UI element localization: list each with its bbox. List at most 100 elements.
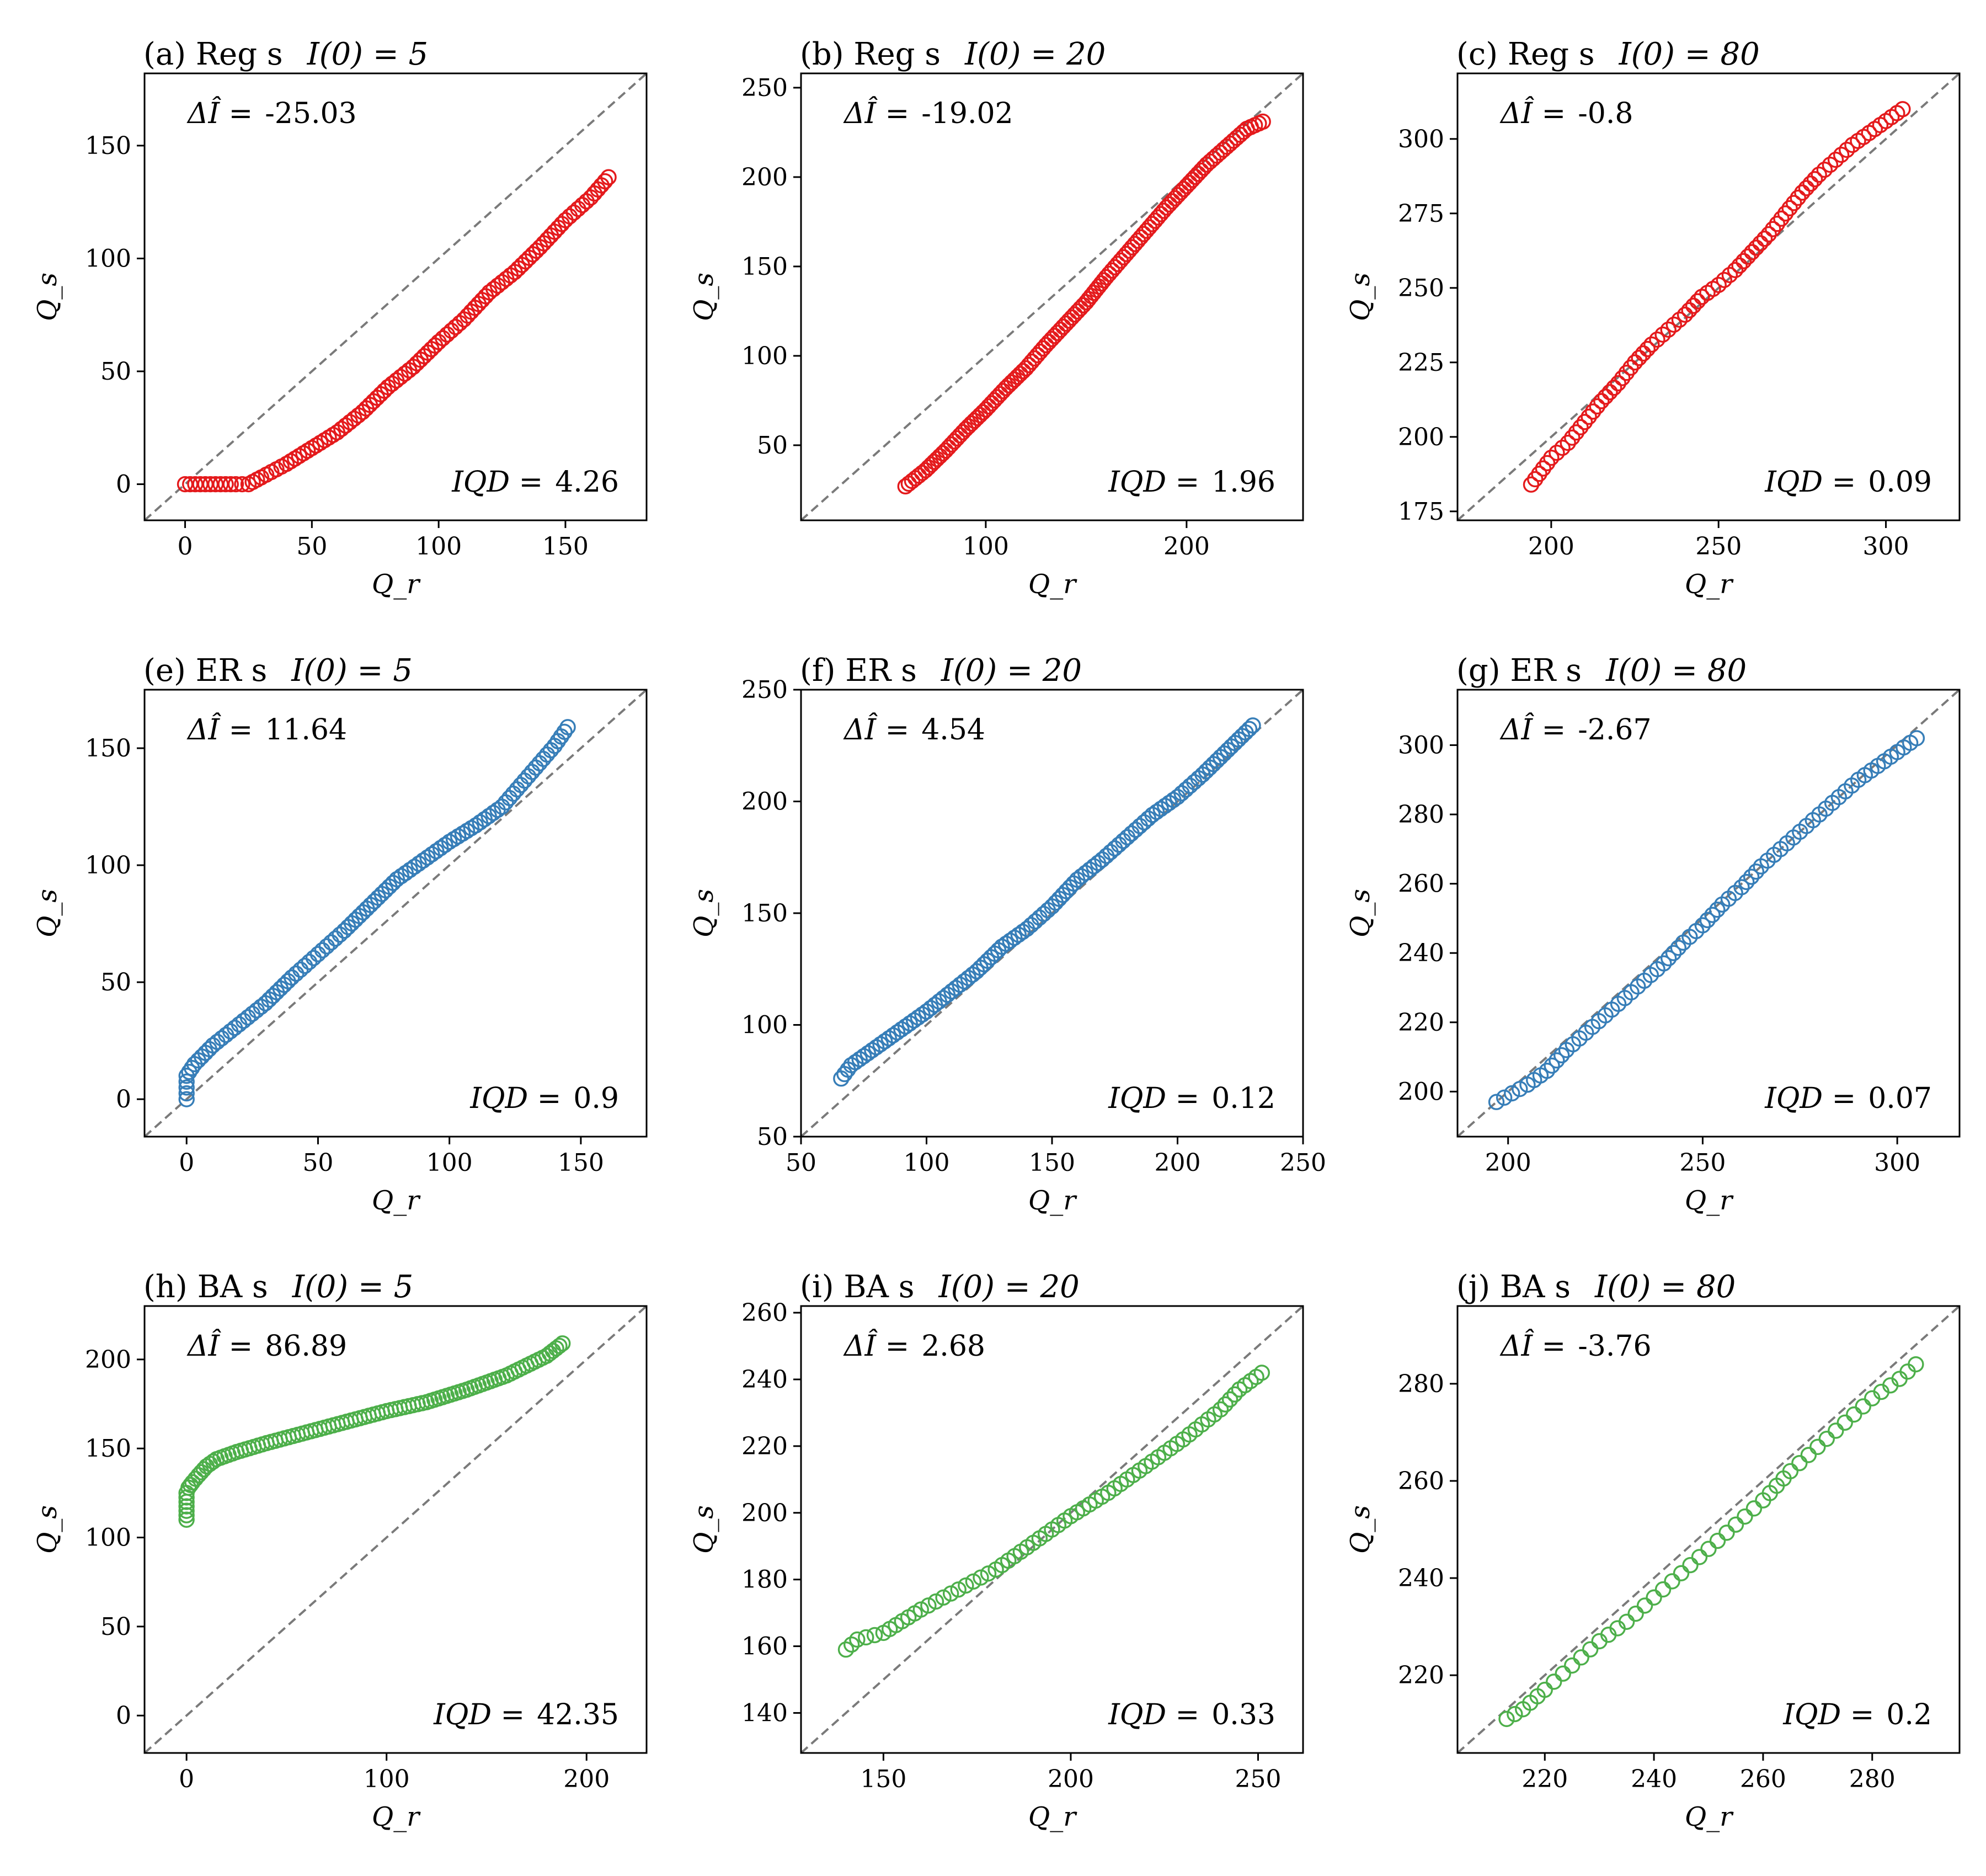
data-point [1738, 873, 1755, 891]
data-point [178, 1073, 195, 1090]
data-point [1127, 822, 1144, 838]
data-point [950, 1581, 967, 1598]
data-point [286, 450, 303, 467]
delta-label: ΔÎ = [186, 1329, 253, 1363]
panel-title: (f) ER s I(0) = 20 [800, 653, 1082, 689]
data-point [1654, 326, 1671, 343]
delta-label: ΔÎ = [1499, 712, 1566, 747]
data-point [897, 1018, 914, 1035]
data-point [995, 383, 1011, 399]
data-point [1673, 1565, 1690, 1581]
data-point [847, 1054, 864, 1070]
axes-frame [800, 72, 1304, 521]
data-point [1681, 302, 1697, 318]
iqd-annotation: IQD = 0.09 [1764, 466, 1932, 499]
y-tick-label: 200 [1398, 423, 1444, 451]
data-point [316, 432, 333, 449]
data-point [1636, 1597, 1653, 1614]
data-point [1605, 380, 1622, 396]
data-point [1716, 271, 1733, 289]
data-point [282, 453, 299, 470]
data-points [178, 1335, 571, 1528]
y-tick-label: 240 [1398, 1564, 1444, 1592]
y-tick-label: 160 [741, 1633, 788, 1661]
panel-title: (h) BA s I(0) = 5 [143, 1269, 413, 1305]
data-point [1157, 797, 1173, 814]
x-tick-label: 200 [1485, 1149, 1531, 1177]
panel-title-text: (i) BA s [800, 1269, 915, 1305]
y-tick-label: 180 [741, 1566, 788, 1594]
y-axis-label: Q_s [688, 273, 719, 321]
data-point [1765, 221, 1781, 237]
data-point [437, 836, 453, 854]
y-tick-label: 250 [741, 676, 788, 704]
y-tick-label: 280 [1398, 1370, 1444, 1398]
panel-j: 220 240 260 280 220 240 260 280 Q_r Q_s (j) BA s I(… [1345, 1269, 1961, 1832]
data-point [843, 1636, 860, 1653]
y-axis-label: Q_s [32, 273, 63, 321]
data-point [554, 1335, 571, 1352]
y-tick-label: 150 [741, 253, 788, 281]
iqd-label: IQD = [1108, 1082, 1199, 1115]
data-point [1031, 909, 1048, 926]
y-tick-label: 200 [1398, 1078, 1444, 1106]
data-point [1572, 419, 1589, 435]
data-point [876, 1033, 893, 1049]
data-point [439, 326, 456, 343]
iqd-value: 0.07 [1868, 1082, 1932, 1115]
diagonal-reference-line [145, 1306, 647, 1753]
data-point [952, 427, 968, 444]
data-point [1828, 1422, 1844, 1439]
data-point [1507, 1706, 1523, 1723]
data-point [1798, 180, 1815, 196]
delta-value: -25.03 [265, 97, 356, 130]
data-point [1839, 141, 1855, 158]
data-point [1593, 393, 1610, 409]
y-tick-label: 150 [85, 1435, 131, 1463]
y-axis-label: Q_s [1345, 1505, 1376, 1554]
data-point [1560, 434, 1576, 451]
data-point [885, 1027, 901, 1044]
data-points [1523, 101, 1911, 493]
data-point [1027, 913, 1044, 930]
iqd-label: IQD = [1764, 466, 1856, 499]
diagonal-reference-line [1458, 1306, 1960, 1753]
data-point [1167, 190, 1183, 207]
data-point [1052, 322, 1069, 338]
data-point [1543, 449, 1560, 466]
data-point [305, 950, 322, 966]
delta-label: ΔÎ = [1499, 1329, 1566, 1363]
y-tick-label: 0 [116, 471, 131, 499]
x-tick-label: 280 [1849, 1765, 1896, 1793]
data-point [856, 1048, 872, 1064]
data-point [178, 1511, 195, 1528]
y-tick-label: 50 [100, 1613, 131, 1641]
data-point [178, 1091, 195, 1107]
data-point [1009, 369, 1026, 385]
y-tick-label: 220 [1398, 1009, 1444, 1037]
data-point [178, 1079, 195, 1096]
data-point [1512, 1080, 1528, 1097]
data-point [1627, 1605, 1644, 1622]
panel-e: 0 50 100 150 0 50 100 150 Q_r Q_s (e) ER s I(0) = 5… [32, 653, 648, 1216]
data-point [989, 389, 1006, 406]
data-point [1614, 370, 1631, 386]
data-point [234, 476, 250, 493]
delta-annotation: ΔÎ = -3.76 [1499, 1329, 1652, 1363]
x-tick-label: 200 [1155, 1149, 1201, 1177]
data-point [928, 451, 946, 467]
data-point [1699, 912, 1716, 929]
iqd-annotation: IQD = 42.35 [433, 1698, 619, 1731]
y-tick-label: 200 [741, 788, 788, 816]
iqd-annotation: IQD = 4.26 [451, 466, 619, 499]
panel-c: 200 250 300 175 200 225 250 275 300 Q_r Q_s (c) Reg… [1345, 36, 1961, 600]
data-point [443, 322, 460, 339]
data-point [509, 781, 525, 798]
data-point [596, 173, 613, 190]
data-point [1773, 210, 1790, 227]
iqd-value: 1.96 [1211, 466, 1275, 499]
data-points [177, 169, 617, 493]
data-points [837, 1365, 1270, 1658]
data-point [1066, 306, 1083, 323]
delta-annotation: ΔÎ = 11.64 [186, 712, 347, 747]
